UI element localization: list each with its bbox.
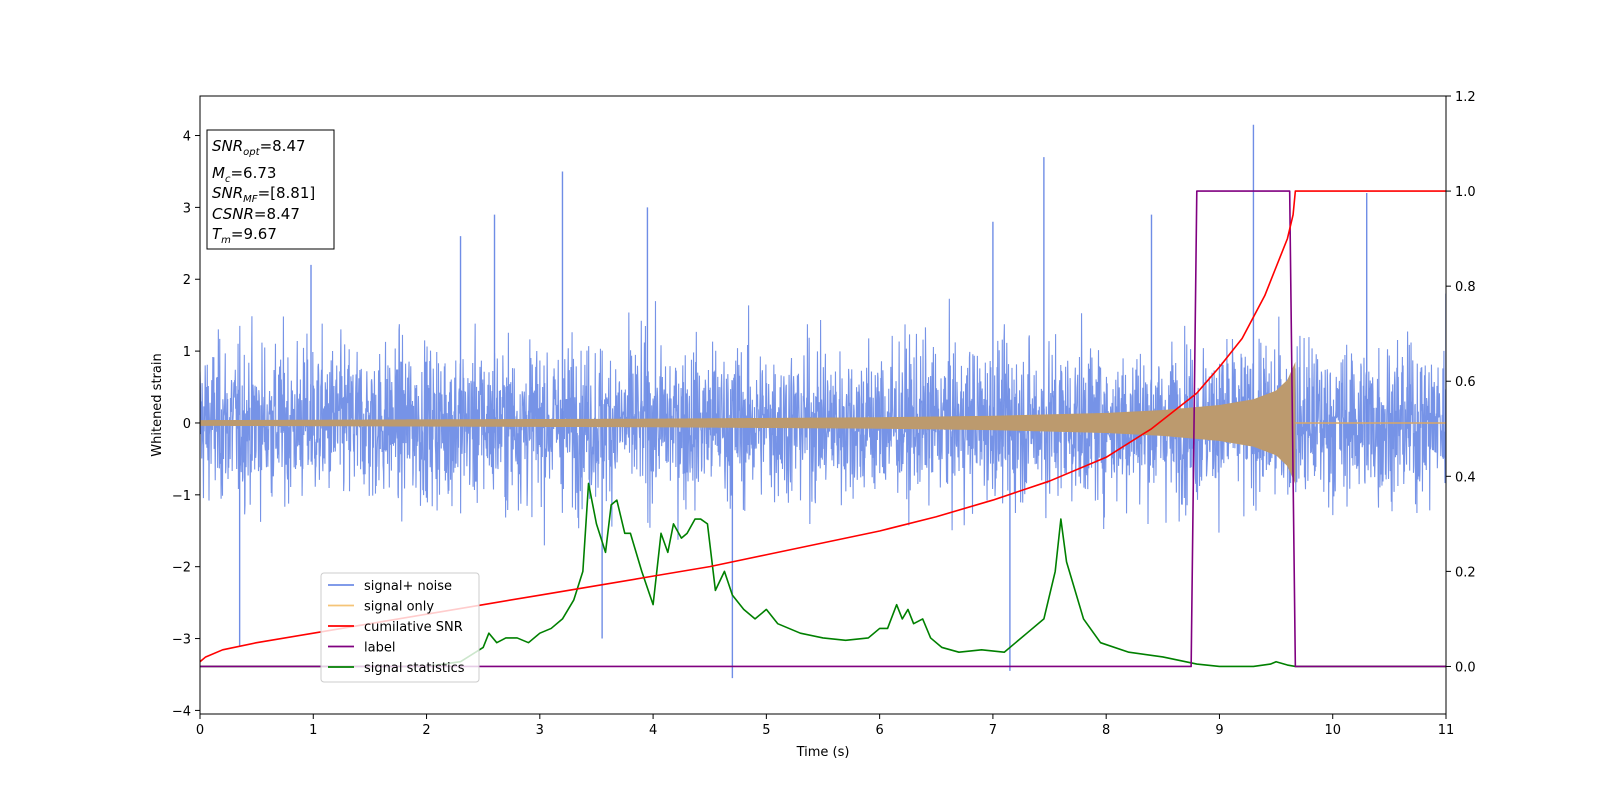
legend-frame <box>320 572 480 683</box>
y2-tick-label: 0.8 <box>1455 280 1476 295</box>
x-axis-label: Time (s) <box>796 745 850 760</box>
y-tick-label: 4 <box>183 130 191 145</box>
y2-tick-label: 0.0 <box>1455 660 1476 675</box>
legend-entry: signal+ noise <box>364 579 452 594</box>
x-tick-label: 9 <box>1215 723 1223 738</box>
series-label-line <box>200 190 1446 668</box>
annotation-snr-mf: SNRMF=[8.81] <box>212 184 315 205</box>
y-tick-label: 3 <box>183 201 191 216</box>
series-signal-statistics-line <box>200 482 1446 668</box>
y2-tick-label: 0.6 <box>1455 375 1476 390</box>
x-tick-label: 11 <box>1438 723 1455 738</box>
x-tick-label: 8 <box>1102 723 1110 738</box>
y-tick-label: 0 <box>183 417 191 432</box>
y2-tick-label: 0.2 <box>1455 565 1476 580</box>
axes-frame <box>199 95 1447 715</box>
x-tick-label: 1 <box>309 723 317 738</box>
x-tick-label: 2 <box>422 723 430 738</box>
series-signal-noise <box>200 124 1446 679</box>
annotation-snr-opt: SNRopt=8.47 <box>212 137 306 158</box>
annotation-frame <box>206 129 335 250</box>
y-tick-label: −2 <box>172 561 191 576</box>
x-tick-label: 3 <box>536 723 544 738</box>
x-tick-label: 6 <box>875 723 883 738</box>
legend-entry: signal only <box>364 600 434 615</box>
x-tick-label: 7 <box>989 723 997 738</box>
legend-entry: label <box>364 641 395 656</box>
stats-annotation-box: SNRopt=8.47 Mc=6.73 SNRMF=[8.81] CSNR=8.… <box>206 129 335 250</box>
signal-only-envelope <box>200 361 1296 485</box>
y2-tick-label: 0.4 <box>1455 470 1476 485</box>
annotation-csnr: CSNR=8.47 <box>212 205 300 223</box>
y-tick-label: −4 <box>172 704 191 719</box>
y-axis-left: −4 −3 −2 −1 0 1 2 3 4 <box>172 130 200 719</box>
y2-tick-label: 1.2 <box>1455 90 1476 105</box>
x-tick-label: 10 <box>1324 723 1341 738</box>
y-tick-label: 2 <box>183 273 191 288</box>
x-tick-label: 4 <box>649 723 657 738</box>
y-axis-label: Whitened strain <box>150 353 165 456</box>
y-tick-label: −1 <box>172 489 191 504</box>
y2-tick-label: 1.0 <box>1455 185 1476 200</box>
legend-entry: cumilative SNR <box>364 620 463 635</box>
signal-noise-line <box>200 298 1446 546</box>
y-axis-right: 0.0 0.2 0.4 0.6 0.8 1.0 1.2 <box>1446 90 1476 675</box>
annotation-mc: Mc=6.73 <box>212 164 276 185</box>
annotation-tm: Tm=9.67 <box>212 225 277 246</box>
x-tick-label: 0 <box>196 723 204 738</box>
series-signal-only <box>200 361 1446 485</box>
x-tick-label: 5 <box>762 723 770 738</box>
legend: signal+ noise signal only cumilative SNR la… <box>320 572 480 683</box>
y-tick-label: 1 <box>183 345 191 360</box>
x-axis: 0 1 2 3 4 5 6 7 8 9 10 11 <box>196 714 1454 738</box>
y-tick-label: −3 <box>172 633 191 648</box>
legend-entry: signal statistics <box>364 661 465 676</box>
